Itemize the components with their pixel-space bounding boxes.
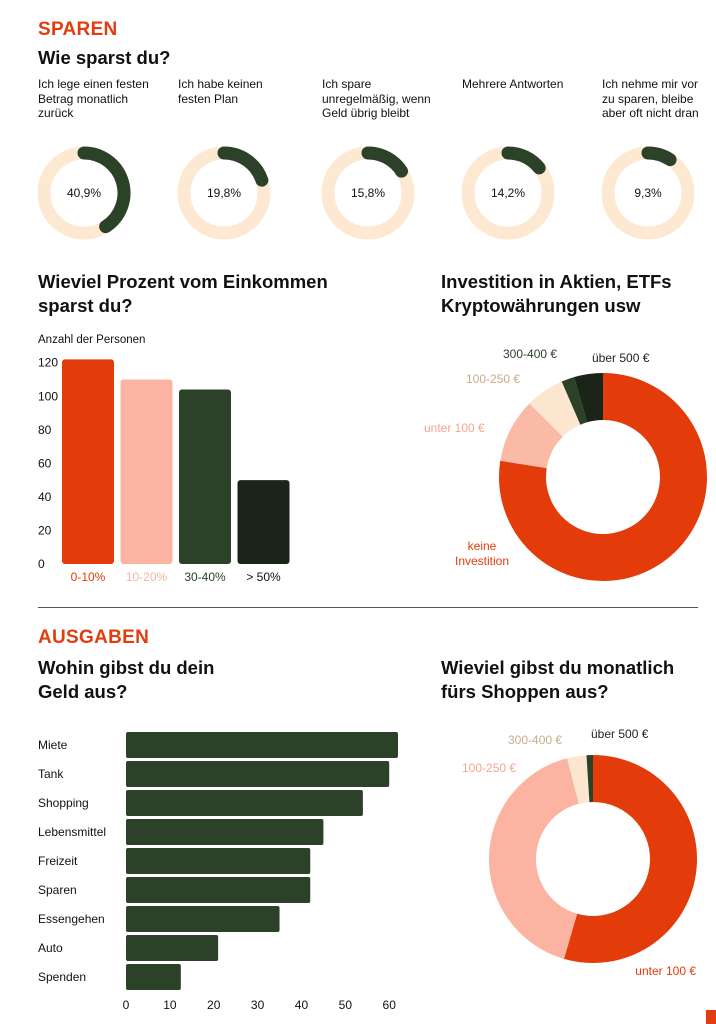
ring-percent-label: 9,3% <box>634 186 662 200</box>
donut-slice <box>529 381 581 437</box>
bar <box>126 906 280 932</box>
bar <box>126 732 398 758</box>
ausgaben-chart-title: Wohin gibst du dein Geld aus? <box>38 657 215 702</box>
investition-chart-title: Investition in Aktien, ETFs Kryptowährun… <box>441 271 672 316</box>
slice-label: 300-400 € <box>508 733 562 747</box>
x-tick-label: 20 <box>207 998 221 1012</box>
saving-ring-chart: 14,2% <box>461 146 555 240</box>
category-label: Sparen <box>38 883 77 897</box>
donut-slice <box>561 377 588 425</box>
einkommen-bar-chart: Anzahl der Personen 0 20 40 60 80 100 120 0-10% 1… <box>38 334 290 584</box>
x-tick-label: 0-10% <box>71 570 106 584</box>
x-tick-label: 60 <box>383 998 397 1012</box>
ausgaben-section-label: AUSGABEN <box>38 627 150 648</box>
saving-ring-chart: 40,9% <box>37 146 131 240</box>
category-label: Freizeit <box>38 854 78 868</box>
y-tick-label: 40 <box>38 490 52 504</box>
bar <box>126 790 363 816</box>
x-tick-label: 10 <box>163 998 177 1012</box>
ring-progress-arc <box>501 146 546 175</box>
ring-caption: Ich nehme mir vor zu sparen, bleibe aber… <box>602 77 699 120</box>
donut-slice <box>500 403 563 469</box>
x-tick-label: 0 <box>123 998 130 1012</box>
slice-label: 100-250 € <box>466 372 520 386</box>
bar <box>62 359 114 564</box>
bar <box>126 935 219 961</box>
ring-caption: Ich lege einen festen Betrag monatlich z… <box>38 77 149 120</box>
y-tick-label: 120 <box>38 356 58 370</box>
y-tick-label: 60 <box>38 456 52 470</box>
bar <box>126 819 324 845</box>
category-label: Essengehen <box>38 912 105 926</box>
ring-progress-arc <box>361 146 408 178</box>
bar <box>126 964 181 990</box>
shopping-donut-chart: unter 100 € 100-250 € 300-400 € über 500 € <box>462 727 697 978</box>
slice-label: keine Investition <box>455 539 509 568</box>
wie-sparst-du-title: Wie sparst du? <box>38 47 171 68</box>
y-tick-label: 80 <box>38 423 52 437</box>
category-label: Tank <box>38 767 64 781</box>
donut-slice <box>573 373 603 423</box>
slice-label: 300-400 € <box>503 347 557 361</box>
ring-percent-label: 15,8% <box>351 186 385 200</box>
donut-slice <box>567 755 590 804</box>
category-label: Spenden <box>38 970 86 984</box>
category-label: Lebensmittel <box>38 825 106 839</box>
sparen-section-label: SPAREN <box>38 19 118 40</box>
bar <box>126 761 390 787</box>
x-tick-label: > 50% <box>246 570 281 584</box>
bar <box>126 848 311 874</box>
einkommen-chart-title: Wieviel Prozent vom Einkommen sparst du? <box>38 271 328 316</box>
ring-percent-label: 19,8% <box>207 186 241 200</box>
x-tick-label: 30 <box>251 998 265 1012</box>
ring-percent-label: 40,9% <box>67 186 101 200</box>
x-tick-label: 10-20% <box>126 570 168 584</box>
bar <box>126 877 311 903</box>
ring-percent-label: 14,2% <box>491 186 525 200</box>
donut-slice <box>499 373 707 581</box>
slice-label: 100-250 € <box>462 761 516 775</box>
shopping-chart-title: Wieviel gibst du monatlich fürs Shoppen … <box>441 657 675 702</box>
ring-caption: Ich habe keinen festen Plan <box>178 77 263 106</box>
category-label: Miete <box>38 738 68 752</box>
saving-ring-item: Ich nehme mir vor zu sparen, bleibe aber… <box>601 77 712 243</box>
saving-ring-chart: 15,8% <box>321 146 415 240</box>
slice-label: über 500 € <box>592 351 650 365</box>
ring-caption: Ich spare unregelmäßig, wenn Geld übrig … <box>322 77 431 120</box>
slice-label: über 500 € <box>591 727 649 741</box>
y-tick-label: 0 <box>38 557 45 571</box>
y-axis-label: Anzahl der Personen <box>38 334 145 346</box>
ring-progress-arc <box>217 146 269 187</box>
saving-ring-item: Ich habe keinen festen Plan 19,8% <box>177 77 298 243</box>
category-label: Shopping <box>38 796 89 810</box>
bar <box>237 480 290 564</box>
saving-ring-chart: 9,3% <box>601 146 695 240</box>
y-tick-label: 100 <box>38 389 58 403</box>
slice-label: unter 100 € <box>424 421 485 435</box>
bar <box>120 379 173 564</box>
saving-ring-item: Ich lege einen festen Betrag monatlich z… <box>37 77 158 243</box>
x-tick-label: 30-40% <box>184 570 226 584</box>
investition-donut-chart: keine Investition unter 100 € 100-250 € 300-… <box>424 347 707 581</box>
donut-slice <box>586 755 593 803</box>
x-tick-label: 50 <box>339 998 353 1012</box>
x-tick-label: 40 <box>295 998 309 1012</box>
ring-caption: Mehrere Antworten <box>462 77 564 91</box>
saving-ring-chart: 19,8% <box>177 146 271 240</box>
ausgaben-hbar-chart: Miete Tank Shopping Lebensmittel Freizeit Spa… <box>38 732 398 1012</box>
ring-progress-arc <box>77 146 131 234</box>
y-tick-label: 20 <box>38 523 52 537</box>
bar <box>179 389 231 564</box>
corner-accent-mark <box>706 1010 716 1024</box>
slice-label: unter 100 € <box>635 964 696 978</box>
category-label: Auto <box>38 941 63 955</box>
saving-ring-item: Mehrere Antworten 14,2% <box>461 77 582 243</box>
donut-slice <box>563 755 697 963</box>
section-divider <box>38 607 698 608</box>
ring-progress-arc <box>641 146 677 167</box>
saving-ring-item: Ich spare unregelmäßig, wenn Geld übrig … <box>321 77 442 243</box>
donut-slice <box>489 758 579 959</box>
